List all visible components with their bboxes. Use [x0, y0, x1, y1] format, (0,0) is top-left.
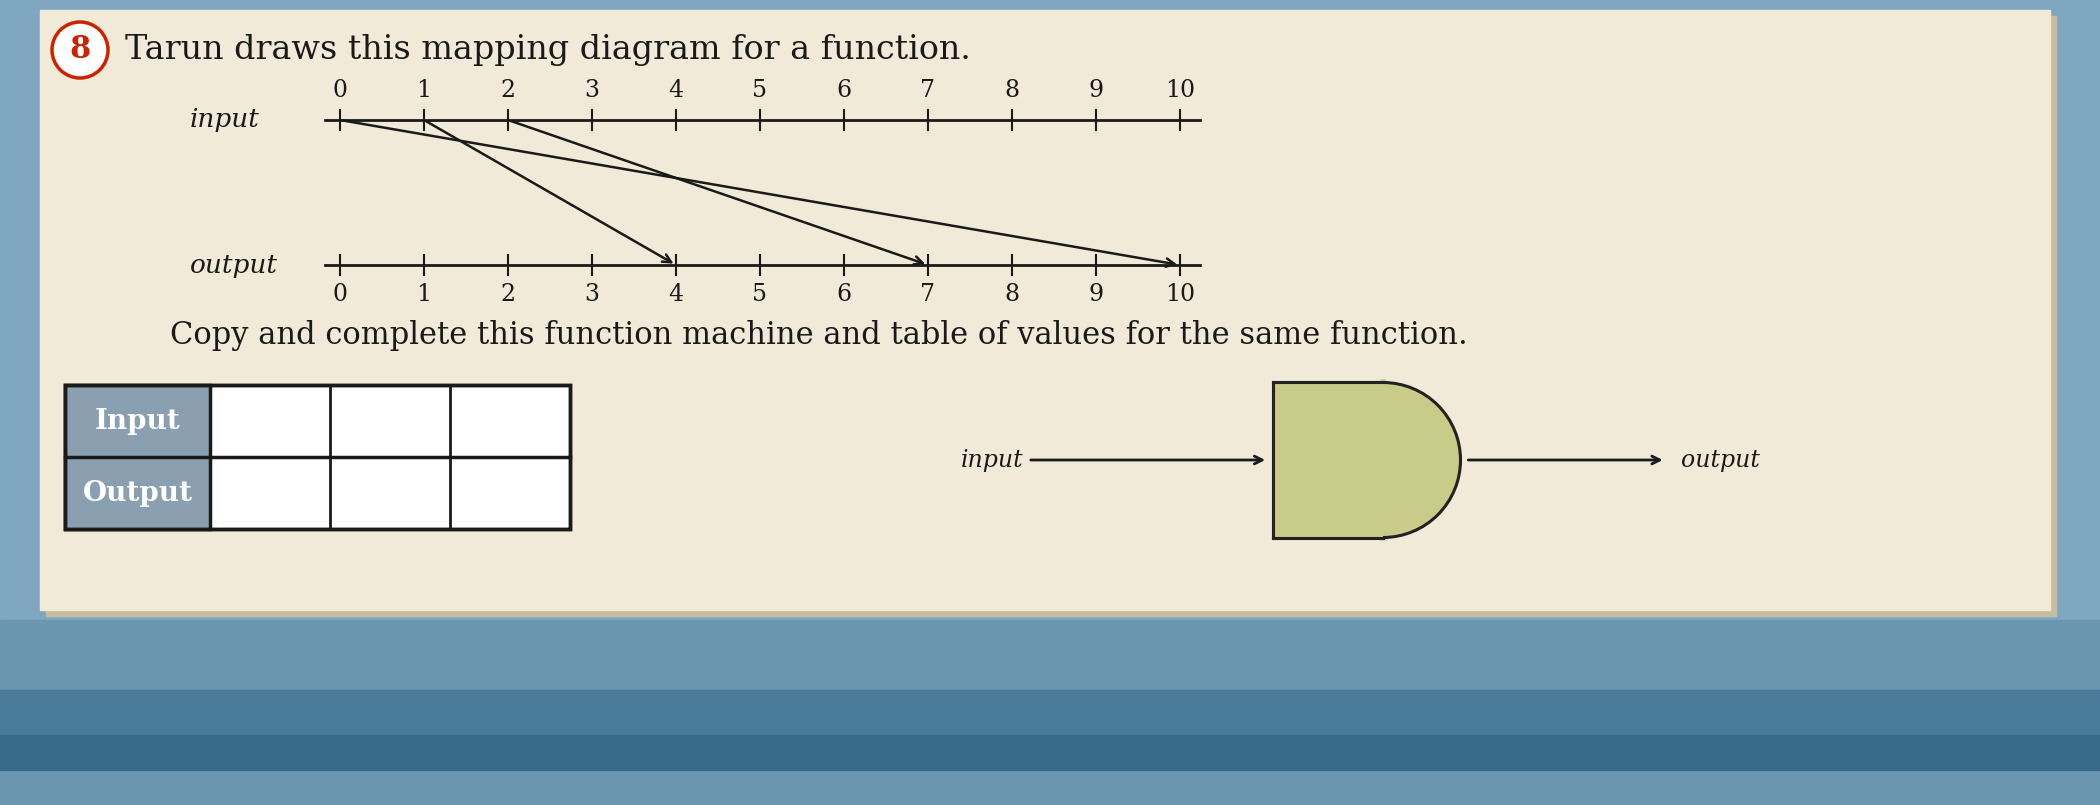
Text: 0: 0: [332, 283, 346, 306]
Text: 10: 10: [1166, 283, 1195, 306]
Text: 7: 7: [920, 283, 934, 306]
Text: 6: 6: [836, 79, 853, 102]
Bar: [40, 10, 2050, 610]
Text: 8: 8: [1004, 283, 1021, 306]
Text: 1: 1: [416, 79, 433, 102]
Text: 10: 10: [1166, 79, 1195, 102]
Text: Tarun draws this mapping diagram for a function.: Tarun draws this mapping diagram for a f…: [126, 34, 970, 66]
Bar: [0, 690, 2100, 750]
Text: Copy and complete this function machine and table of values for the same functio: Copy and complete this function machine …: [170, 320, 1468, 350]
Bar: [65, 385, 569, 529]
Text: 3: 3: [584, 283, 598, 306]
Text: output: output: [189, 253, 277, 278]
Text: 2: 2: [500, 283, 517, 306]
Bar: [0, 735, 2100, 770]
Text: 3: 3: [584, 79, 598, 102]
Text: Output: Output: [82, 480, 193, 506]
Text: input: input: [960, 448, 1023, 472]
Bar: [0, 620, 2100, 805]
Text: 5: 5: [752, 79, 766, 102]
Bar: [46, 16, 2056, 616]
Text: 5: 5: [752, 283, 766, 306]
Wedge shape: [1384, 382, 1460, 538]
Text: 7: 7: [920, 79, 934, 102]
Text: 9: 9: [1088, 79, 1105, 102]
Text: 6: 6: [836, 283, 853, 306]
Text: 9: 9: [1088, 283, 1105, 306]
Bar: [65, 385, 210, 529]
Text: 8: 8: [1004, 79, 1021, 102]
Bar: [65, 385, 569, 529]
Text: input: input: [189, 108, 260, 133]
Text: 8: 8: [69, 35, 90, 65]
Text: output: output: [1680, 448, 1760, 472]
Text: 1: 1: [416, 283, 433, 306]
Bar: [1273, 382, 1384, 538]
Text: 4: 4: [668, 79, 685, 102]
Text: 4: 4: [668, 283, 685, 306]
Circle shape: [52, 22, 107, 78]
Text: Input: Input: [94, 407, 181, 435]
Text: 2: 2: [500, 79, 517, 102]
Text: 0: 0: [332, 79, 346, 102]
